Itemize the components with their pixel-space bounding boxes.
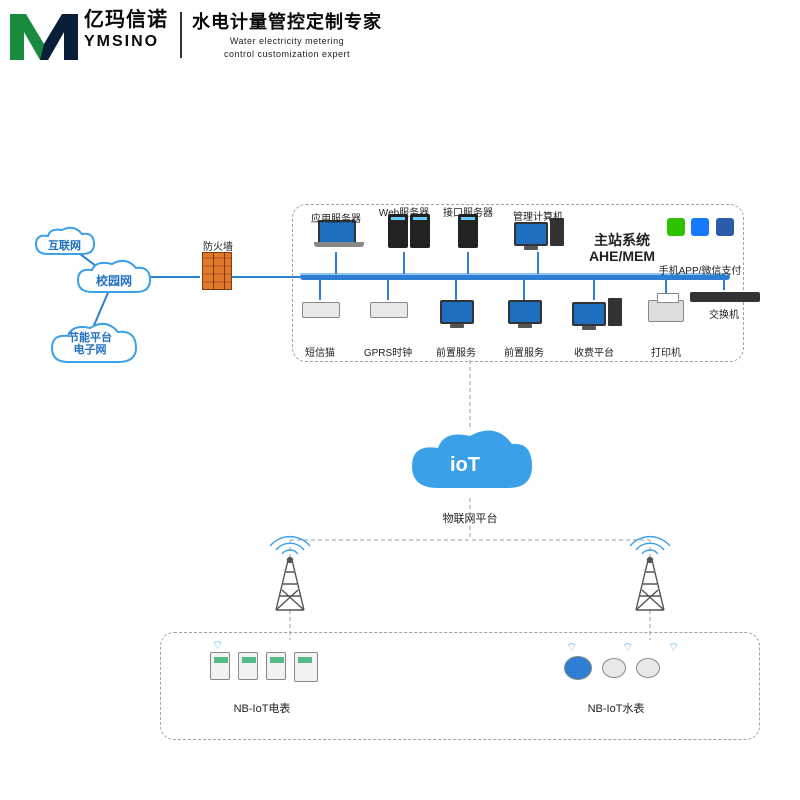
elec-meters: ⌔ xyxy=(210,652,318,682)
master-title-1: 主站系统 xyxy=(594,230,650,250)
wifi-icon: ⌔ xyxy=(566,640,577,655)
firewall-icon xyxy=(202,252,232,290)
billing-label: 收费平台 xyxy=(574,344,614,359)
iot-cloud-label: ioT xyxy=(450,454,480,477)
front-svc1-label: 前置服务 xyxy=(436,344,476,359)
firewall-label: 防火墙 xyxy=(203,238,233,253)
elec-meter-icon xyxy=(294,652,318,682)
printer-label: 打印机 xyxy=(651,344,681,359)
sms-modem-icon xyxy=(302,302,340,318)
front-svc1-icon xyxy=(440,300,474,324)
wifi-icon: ⌔ xyxy=(668,640,679,655)
front-svc2-icon xyxy=(508,300,542,324)
cloud-campus: 校园网 xyxy=(72,258,156,302)
front-svc2-label: 前置服务 xyxy=(504,344,544,359)
water-meters-label: NB-IoT水表 xyxy=(588,700,645,716)
switch-icon xyxy=(690,292,760,302)
iot-platform-label: 物联网平台 xyxy=(443,510,498,526)
web-server-label: Web服务器 xyxy=(379,204,429,219)
cloud-internet-label: 互联网 xyxy=(48,237,81,253)
master-title-2: AHE/MEM xyxy=(589,248,655,264)
if-server-icon xyxy=(458,214,478,248)
unionpay-icon xyxy=(716,218,734,236)
if-server-label: 接口服务器 xyxy=(443,204,493,219)
elec-meter-icon xyxy=(210,652,230,680)
cloud-energy-label: 节能平台电子网 xyxy=(68,332,112,356)
cloud-campus-label: 校园网 xyxy=(96,272,132,289)
billing-icon xyxy=(572,298,622,326)
wifi-icon: ⌔ xyxy=(622,640,633,655)
alipay-icon xyxy=(691,218,709,236)
elec-meters-label: NB-IoT电表 xyxy=(234,700,291,716)
water-meters: ⌔ ⌔ ⌔ xyxy=(564,656,660,680)
gprs-clock-icon xyxy=(370,302,408,318)
wechat-icon xyxy=(667,218,685,236)
mobile-pay-label: 手机APP/微信支付 xyxy=(659,262,742,277)
pay-icons xyxy=(666,218,735,241)
gprs-clock-label: GPRS时钟 xyxy=(364,344,412,359)
water-meter-icon xyxy=(636,658,660,678)
app-server-label: 应用服务器 xyxy=(311,210,361,225)
printer-icon xyxy=(648,300,684,322)
switch-label: 交换机 xyxy=(709,306,739,321)
water-meter-icon xyxy=(564,656,592,680)
elec-meter-icon xyxy=(266,652,286,680)
sms-modem-label: 短信猫 xyxy=(305,344,335,359)
web-server-icon xyxy=(388,214,430,248)
elec-meter-icon xyxy=(238,652,258,680)
water-meter-icon xyxy=(602,658,626,678)
mgmt-pc-label: 管理计算机 xyxy=(513,208,563,223)
wifi-icon: ⌔ xyxy=(212,638,223,653)
cloud-energy: 节能平台电子网 xyxy=(46,320,142,372)
